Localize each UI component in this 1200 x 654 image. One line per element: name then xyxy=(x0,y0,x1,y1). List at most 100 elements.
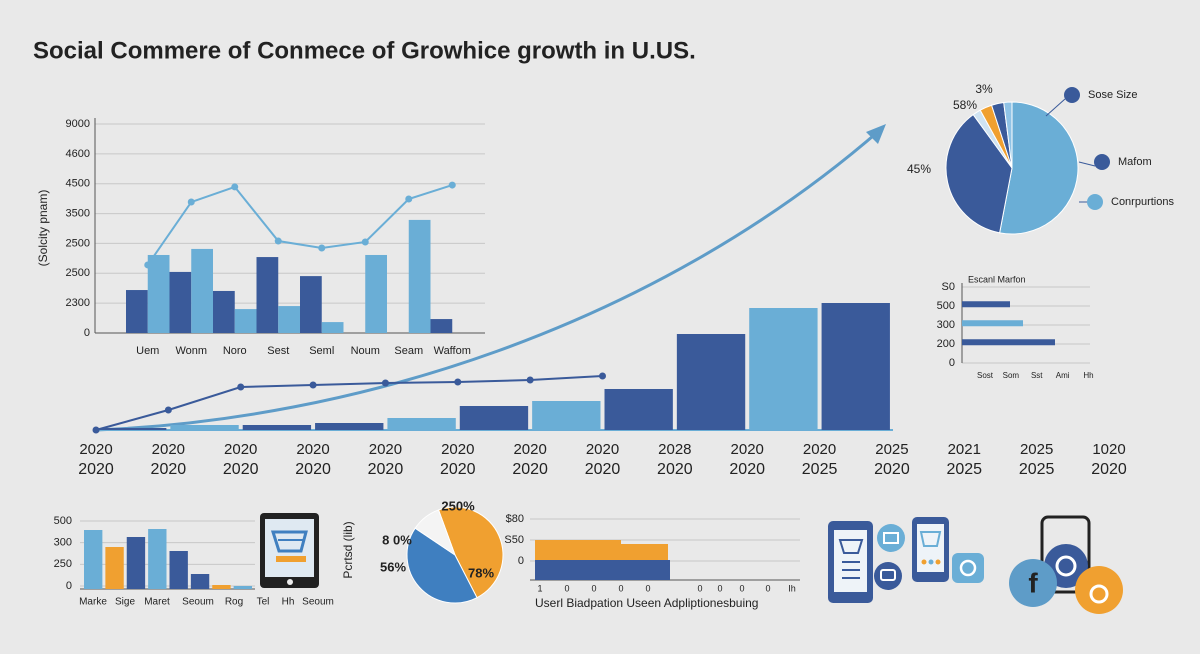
x-tick-label: Sst xyxy=(1031,371,1043,380)
x-tick-label: 2021 xyxy=(948,441,981,458)
line-point xyxy=(448,181,456,189)
x-tick-label: Waffom xyxy=(434,345,471,357)
x-tick-label: Wonm xyxy=(175,345,207,357)
x-tick-label: 2020 xyxy=(369,441,402,458)
bar xyxy=(234,309,257,333)
x-tick-label-secondary: 2020 xyxy=(1091,461,1127,478)
bar xyxy=(365,254,387,333)
x-tick-label: Seam xyxy=(394,345,423,357)
y-tick-label: 250 xyxy=(54,558,72,570)
x-tick-label: 2020 xyxy=(441,441,474,458)
x-tick-label: 2020 xyxy=(79,441,112,458)
legend-icon xyxy=(1064,87,1080,103)
chart-title: Escanl Marfon xyxy=(968,274,1026,284)
pie-annotation: 78% xyxy=(468,565,494,580)
bar xyxy=(213,290,235,333)
pie-annotation: 56% xyxy=(380,559,406,574)
phone-icons: f xyxy=(828,515,1123,614)
x-tick-label: 2028 xyxy=(658,441,691,458)
x-tick-label-secondary: 2020 xyxy=(440,461,476,478)
bar xyxy=(430,319,453,333)
x-tick-label-secondary: 2020 xyxy=(585,461,621,478)
bar xyxy=(962,301,1010,308)
line xyxy=(146,184,453,266)
y-tick-label: S50 xyxy=(504,534,524,546)
bar xyxy=(191,248,213,333)
y-tick-label: 4500 xyxy=(66,178,90,190)
line-point xyxy=(92,426,100,434)
x-tick-label: 2025 xyxy=(875,441,908,458)
growth-arrow xyxy=(95,128,881,432)
pie-annotation: 3% xyxy=(975,82,993,96)
pie-annotation: 8 0% xyxy=(382,532,412,547)
y-tick-label: 0 xyxy=(949,357,955,369)
y-tick-label: 0 xyxy=(84,327,90,339)
bar xyxy=(535,540,621,560)
bar xyxy=(126,290,148,333)
x-tick-label: 1 xyxy=(537,583,542,593)
bar xyxy=(169,271,192,333)
x-tick-label: 0 xyxy=(765,583,770,593)
pie-annotation: 250% xyxy=(441,498,475,513)
bar xyxy=(749,308,818,430)
y-tick-label: 3500 xyxy=(66,207,90,219)
line-point xyxy=(526,376,534,384)
bar xyxy=(105,547,124,589)
bar xyxy=(300,276,322,333)
line-point xyxy=(237,383,245,391)
bar xyxy=(147,254,170,333)
x-tick-label: Uem xyxy=(136,345,159,357)
x-tick-label-secondary: 2020 xyxy=(512,461,548,478)
pie-slice xyxy=(414,509,456,557)
line-point xyxy=(599,372,606,380)
legend-leader xyxy=(1078,161,1096,167)
x-tick-label: 0 xyxy=(717,583,722,593)
bar xyxy=(821,303,890,430)
line-point xyxy=(144,261,152,269)
line-point xyxy=(187,198,195,206)
x-tick-label: Marke xyxy=(79,597,107,608)
legend-label: Conrpurtions xyxy=(1111,196,1174,208)
line-point xyxy=(309,381,317,389)
bar xyxy=(126,537,146,589)
x-tick-label: Hh xyxy=(1083,371,1093,380)
y-tick-label: 2500 xyxy=(66,267,90,279)
x-tick-label: Ih xyxy=(788,583,796,593)
x-tick-label-secondary: 2025 xyxy=(1019,461,1055,478)
x-tick-label: 2020 xyxy=(296,441,329,458)
line-point xyxy=(361,238,369,246)
x-tick-label-secondary: 2025 xyxy=(946,461,982,478)
line-point xyxy=(381,379,389,387)
line-point xyxy=(454,378,462,386)
x-tick-label-secondary: 2020 xyxy=(295,461,331,478)
x-tick-label: 0 xyxy=(564,583,569,593)
x-tick-label: 2020 xyxy=(586,441,619,458)
x-tick-label-secondary: 2020 xyxy=(657,461,693,478)
x-tick-label: Rog xyxy=(225,597,243,608)
bar xyxy=(621,544,668,560)
page-title: Social Commere of Conmece of Growhice gr… xyxy=(33,37,696,64)
y-tick-label: 0 xyxy=(518,555,524,567)
y-tick-label: S0 xyxy=(942,281,955,293)
caption: Userl Biadpation Useen Adpliptionesbuing xyxy=(535,596,758,610)
y-tick-label: 2300 xyxy=(66,297,90,309)
line-point xyxy=(164,406,172,414)
y-tick-label: 500 xyxy=(937,300,955,312)
x-tick-label: Seoum xyxy=(302,597,334,608)
x-tick-label: Maret xyxy=(144,597,170,608)
bar xyxy=(84,530,103,589)
y-tick-label: 0 xyxy=(66,580,72,592)
bar xyxy=(190,574,210,589)
x-tick-label: Tel xyxy=(257,597,270,608)
y-tick-label: 9000 xyxy=(66,118,90,130)
y-tick-label: 500 xyxy=(54,515,72,527)
y-tick-label: 300 xyxy=(937,319,955,331)
bar xyxy=(233,586,252,589)
x-tick-label: 0 xyxy=(645,583,650,593)
y-tick-label: $80 xyxy=(506,513,524,525)
bar xyxy=(242,425,312,430)
bar xyxy=(604,389,673,430)
x-tick-label: 0 xyxy=(739,583,744,593)
bar xyxy=(676,334,746,430)
bar xyxy=(459,406,529,430)
